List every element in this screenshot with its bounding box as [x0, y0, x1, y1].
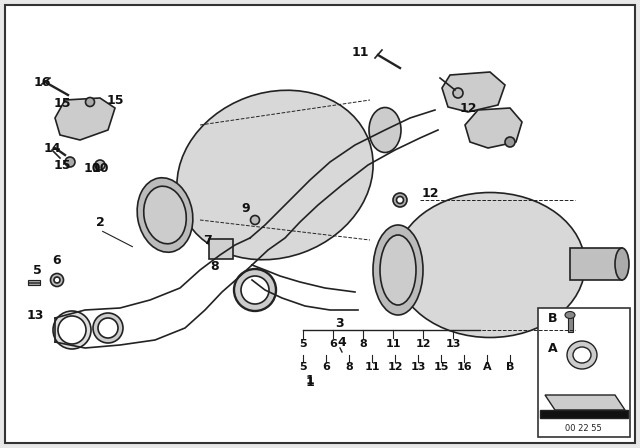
Text: 9: 9 [242, 202, 250, 215]
Text: 16: 16 [456, 362, 472, 372]
Text: 13: 13 [26, 309, 44, 322]
Text: 7: 7 [203, 233, 211, 246]
Ellipse shape [234, 269, 276, 311]
FancyBboxPatch shape [5, 5, 635, 443]
Text: B: B [506, 362, 514, 372]
Text: 3: 3 [336, 316, 344, 329]
FancyBboxPatch shape [538, 308, 630, 437]
Text: 5: 5 [33, 263, 42, 276]
Text: 15: 15 [53, 96, 71, 109]
Text: 00 22 55: 00 22 55 [564, 423, 602, 432]
Ellipse shape [95, 160, 105, 170]
Ellipse shape [380, 235, 416, 305]
Ellipse shape [241, 276, 269, 304]
Ellipse shape [177, 90, 373, 260]
Text: 10: 10 [83, 161, 100, 175]
Polygon shape [545, 395, 625, 410]
Ellipse shape [250, 215, 259, 224]
Text: 1: 1 [306, 374, 314, 387]
Text: 11: 11 [364, 362, 380, 372]
Ellipse shape [369, 108, 401, 152]
Bar [540, 410, 628, 418]
Ellipse shape [51, 273, 63, 287]
Polygon shape [55, 98, 115, 140]
Text: 5: 5 [299, 339, 307, 349]
Bar [28, 280, 40, 285]
Ellipse shape [86, 98, 95, 107]
Ellipse shape [373, 225, 423, 315]
Ellipse shape [615, 248, 629, 280]
Text: 1: 1 [306, 375, 314, 388]
Ellipse shape [397, 197, 403, 203]
Ellipse shape [567, 341, 597, 369]
Polygon shape [465, 108, 522, 148]
Ellipse shape [54, 277, 60, 283]
Ellipse shape [65, 157, 75, 167]
Text: 10: 10 [92, 161, 109, 175]
Ellipse shape [58, 316, 86, 344]
Ellipse shape [53, 311, 91, 349]
Text: 8: 8 [211, 259, 220, 272]
Text: A: A [548, 342, 557, 355]
Text: 5: 5 [299, 362, 307, 372]
Text: 16: 16 [33, 76, 51, 89]
Text: 12: 12 [387, 362, 403, 372]
Ellipse shape [137, 178, 193, 252]
Bar [568, 316, 573, 332]
Ellipse shape [144, 186, 186, 244]
Text: 13: 13 [410, 362, 426, 372]
Text: 14: 14 [44, 142, 61, 155]
FancyBboxPatch shape [209, 239, 233, 259]
Bar [570, 248, 622, 280]
Text: 8: 8 [345, 362, 353, 372]
Ellipse shape [395, 193, 585, 337]
Text: 2: 2 [95, 215, 104, 228]
Text: 15: 15 [53, 159, 71, 172]
Polygon shape [442, 72, 505, 112]
Text: 6: 6 [329, 339, 337, 349]
Ellipse shape [453, 88, 463, 98]
Text: 6: 6 [322, 362, 330, 372]
Ellipse shape [93, 313, 123, 343]
Ellipse shape [98, 318, 118, 338]
Text: 11: 11 [351, 46, 369, 59]
Text: 15: 15 [433, 362, 449, 372]
Text: 12: 12 [460, 102, 477, 115]
Text: 15: 15 [106, 94, 124, 107]
Ellipse shape [573, 347, 591, 363]
Text: 11: 11 [385, 339, 401, 349]
Text: 13: 13 [445, 339, 461, 349]
Text: A: A [483, 362, 492, 372]
Text: 12: 12 [421, 186, 439, 199]
Ellipse shape [505, 137, 515, 147]
Text: 8: 8 [359, 339, 367, 349]
Text: B: B [548, 312, 557, 325]
Ellipse shape [565, 311, 575, 319]
Ellipse shape [393, 193, 407, 207]
Text: 6: 6 [52, 254, 61, 267]
Text: 4: 4 [338, 336, 346, 349]
Text: 12: 12 [415, 339, 431, 349]
